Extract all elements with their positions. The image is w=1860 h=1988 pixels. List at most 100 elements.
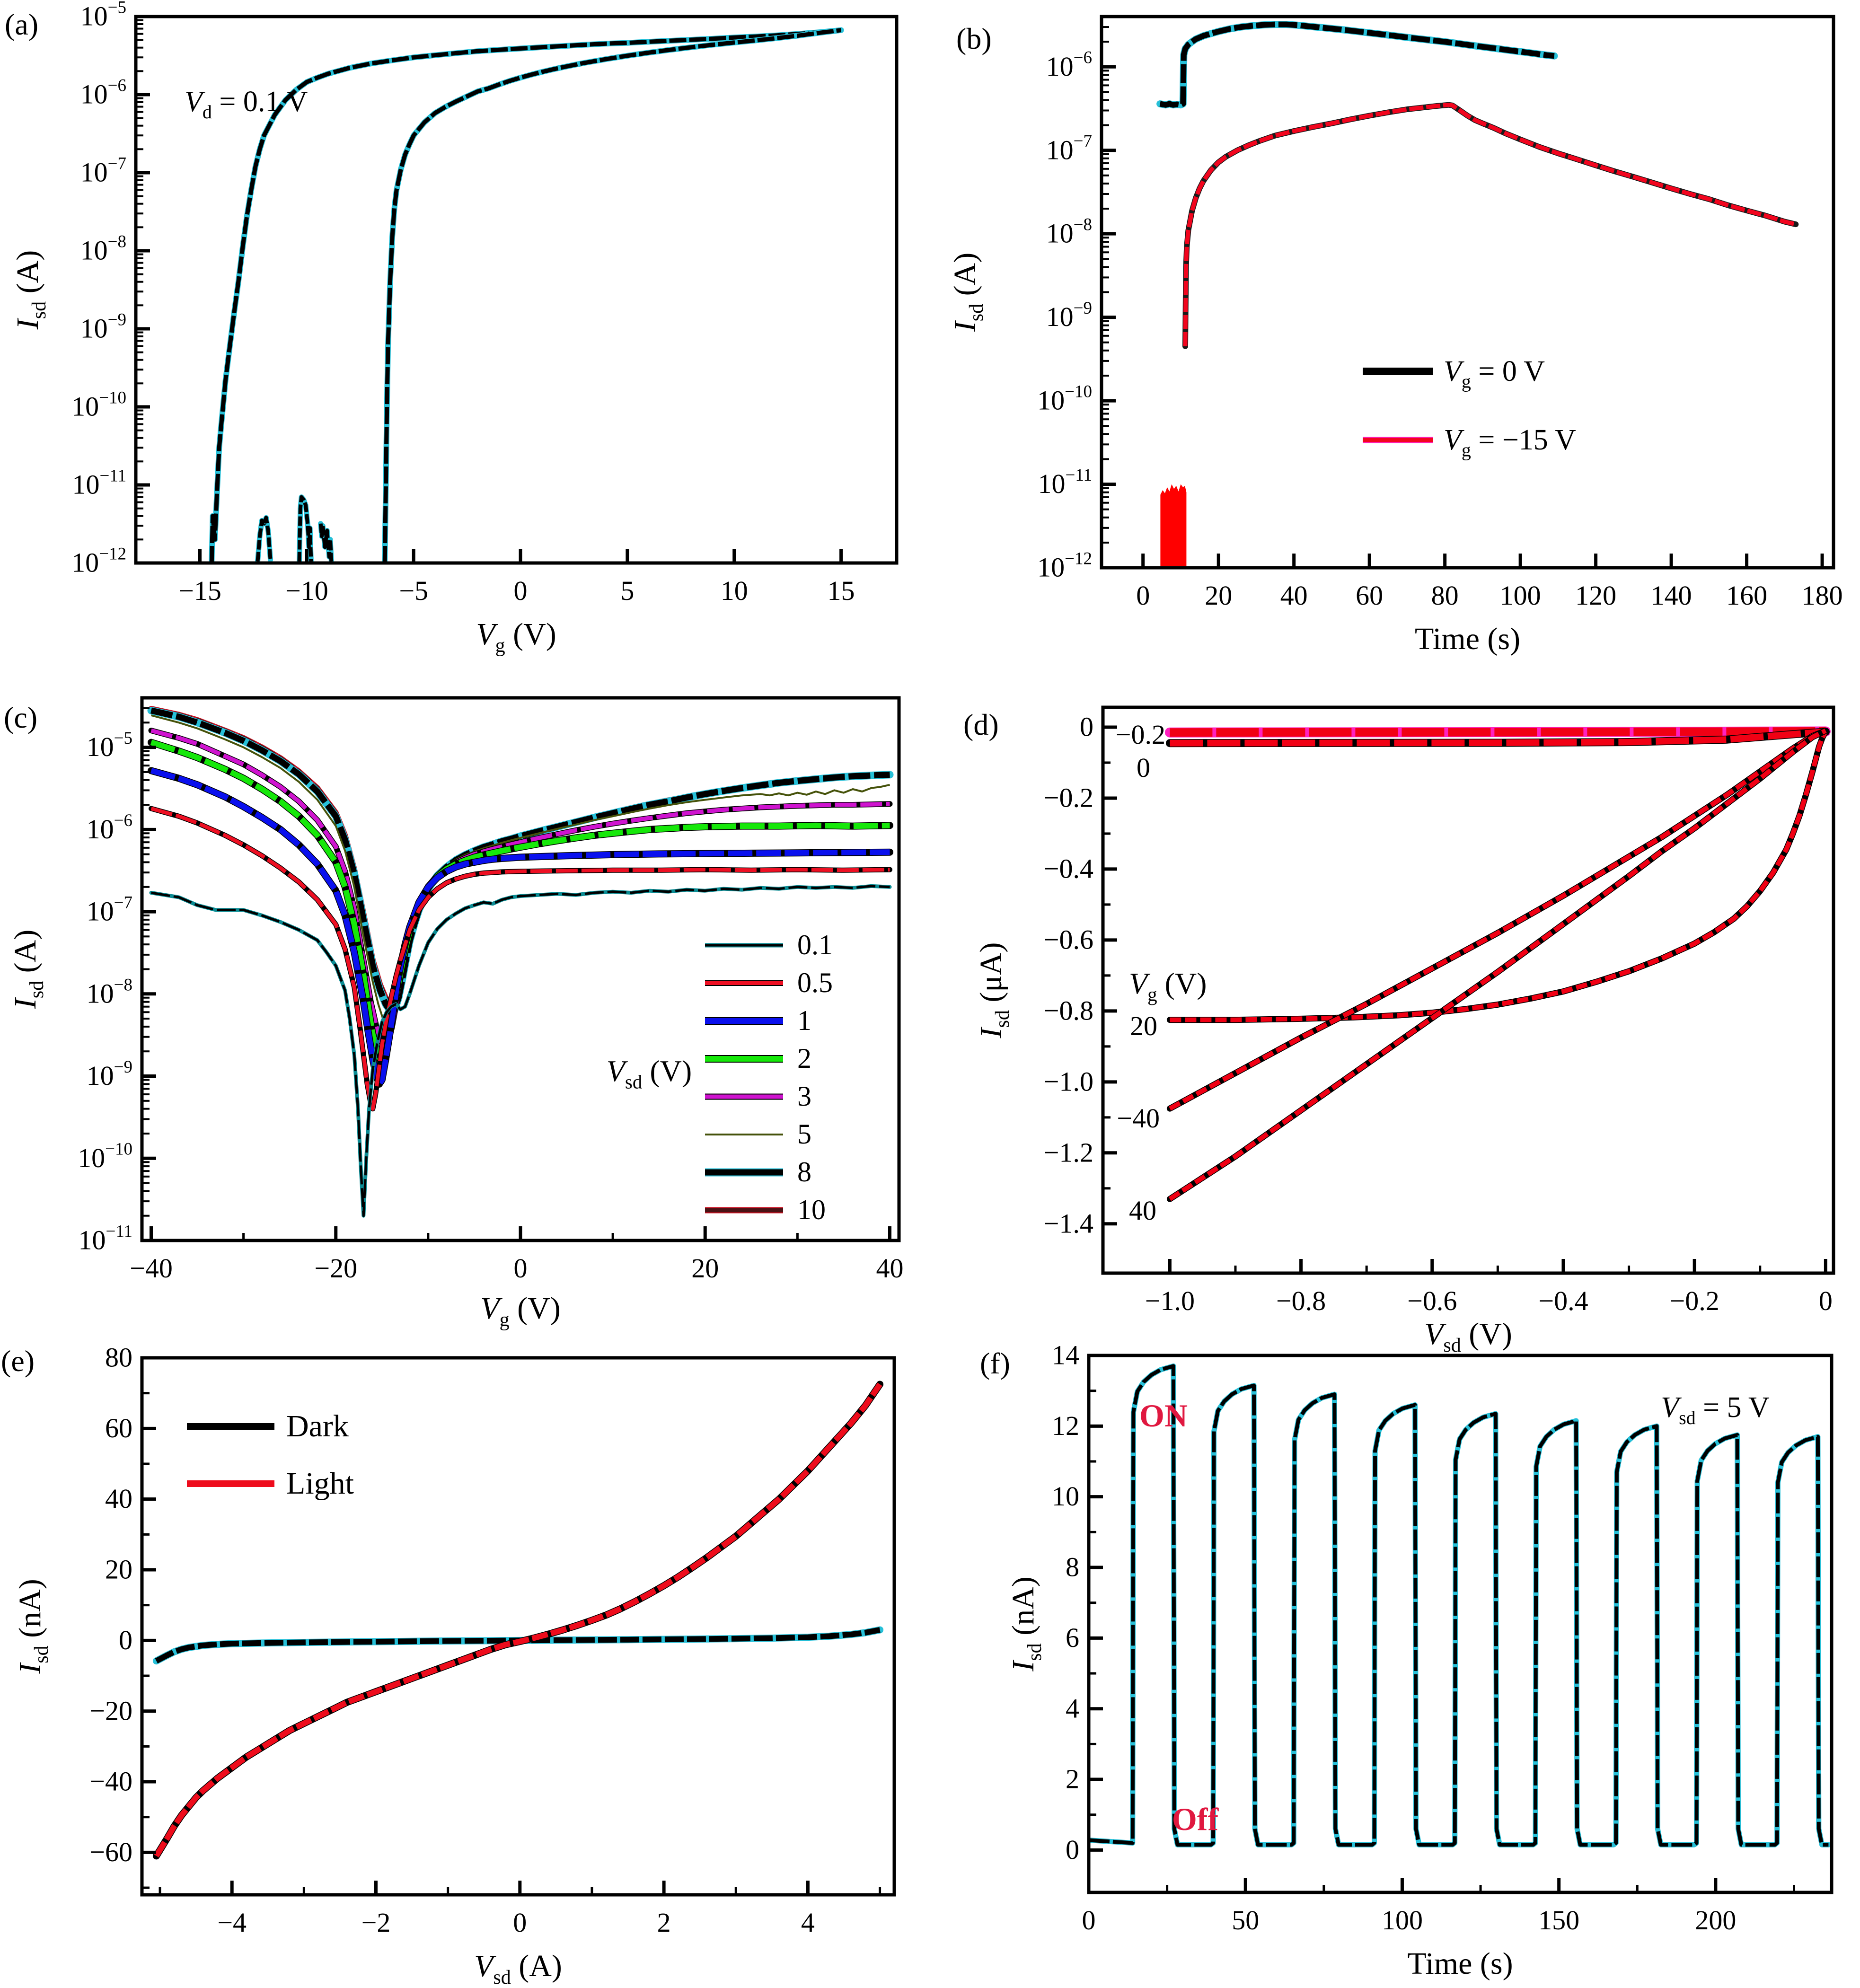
panel-c: (c) −40 −20 0 20 40 10−5 10−6 10−7 10−8 10−9 10−10… [0,662,930,1330]
svg-text:Vg (V): Vg (V) [476,617,556,657]
svg-text:10: 10 [721,575,748,606]
svg-text:0: 0 [1082,1905,1096,1935]
svg-text:Off: Off [1172,1801,1219,1837]
svg-text:−5: −5 [399,575,428,606]
svg-text:−40: −40 [130,1253,173,1284]
panel-label-f: (f) [980,1346,1010,1380]
svg-text:Time (s): Time (s) [1407,1946,1513,1981]
panel-d: (d) −1.0 −0.8 −0.6 −0.4 −0.2 0 0 −0.2 −0.4 −0.6 −0… [930,662,1860,1372]
panel-label-c: (c) [4,701,38,734]
svg-text:−0.2: −0.2 [1044,783,1093,813]
svg-text:−0.4: −0.4 [1538,1285,1588,1316]
svg-text:2: 2 [657,1907,671,1938]
svg-text:−1.0: −1.0 [1044,1066,1093,1097]
series-noise-2 [297,495,313,562]
svg-text:10−9: 10−9 [80,310,126,343]
svg-text:40: 40 [1129,1195,1156,1226]
svg-text:10−5: 10−5 [80,0,126,32]
svg-text:−0.6: −0.6 [1407,1285,1457,1316]
svg-text:Dark: Dark [286,1409,349,1443]
svg-text:Isd (nA): Isd (nA) [13,1579,53,1674]
series-vsd-3 [150,728,890,1050]
svg-text:Isd (A): Isd (A) [8,930,48,1009]
svg-text:80: 80 [1431,580,1459,611]
svg-text:−4: −4 [217,1907,247,1938]
svg-text:10: 10 [797,1194,826,1225]
svg-text:60: 60 [105,1413,132,1443]
svg-text:−40: −40 [1117,1103,1160,1134]
svg-text:40: 40 [105,1483,132,1514]
svg-text:Vsd (A): Vsd (A) [474,1949,562,1988]
svg-text:80: 80 [105,1342,132,1373]
panel-label-a: (a) [5,8,39,41]
svg-text:Vg = 0 V: Vg = 0 V [1444,355,1545,392]
svg-text:10−7: 10−7 [1046,132,1092,165]
svg-text:−15: −15 [178,575,221,606]
svg-text:Vg (V): Vg (V) [480,1291,560,1330]
series-dark [155,1627,881,1664]
svg-text:Isd (A): Isd (A) [948,253,987,332]
series-vg-40 [1168,729,1827,1201]
svg-text:150: 150 [1538,1905,1579,1935]
svg-text:6: 6 [1066,1622,1079,1653]
svg-text:0: 0 [1080,712,1093,742]
svg-text:10−8: 10−8 [87,975,132,1009]
svg-text:0: 0 [1136,580,1150,611]
svg-text:10−12: 10−12 [1037,549,1092,582]
panel-a: (a) −15 −10 −5 0 5 10 15 10−5 10−6 10−7 10−8 10−9 10… [0,0,930,662]
svg-text:Isd (A): Isd (A) [10,250,50,330]
panel-b: (b) 0 20 40 60 80 100 120 140 160 180 10−6 10−7 10−8… [930,0,1860,662]
panel-e: (e) −4 −2 0 2 4 80 60 40 20 0 −20 −40 −60 Vsd (A) Isd … [0,1325,930,1988]
series-forward-sweep [382,28,842,563]
svg-text:160: 160 [1726,580,1767,611]
svg-text:8: 8 [1066,1552,1079,1583]
series-noise-3 [318,523,334,562]
svg-text:200: 200 [1695,1905,1736,1935]
svg-text:40: 40 [1280,580,1308,611]
series-vsd-0.5 [150,807,890,1111]
svg-text:40: 40 [876,1253,903,1284]
svg-text:15: 15 [828,575,855,606]
svg-text:Isd (nA): Isd (nA) [1006,1576,1046,1671]
svg-text:Vsd = 5 V: Vsd = 5 V [1661,1391,1770,1428]
svg-text:−0.8: −0.8 [1044,995,1093,1026]
svg-text:4: 4 [801,1907,815,1938]
series-vsd-0.1 [151,885,890,1217]
panel-f: (f) 0 50 100 150 200 14 12 10 8 6 4 2 0 Time (s) Isd (… [930,1325,1860,1988]
series-reverse-sweep [209,28,842,563]
series-vsd-5 [150,714,890,1028]
svg-text:−0.2: −0.2 [1116,719,1165,750]
svg-text:140: 140 [1651,580,1692,611]
panel-label-d: (d) [963,708,999,741]
svg-text:20: 20 [105,1554,132,1585]
svg-text:0: 0 [514,1253,528,1284]
svg-text:10−7: 10−7 [87,893,132,927]
series-light [154,1382,882,1858]
svg-text:60: 60 [1356,580,1383,611]
panel-d-chart: −1.0 −0.8 −0.6 −0.4 −0.2 00−0.2−0.4−0.6−0.8−1… [974,705,1835,1356]
series-vg-0 [1170,728,1826,747]
svg-text:0: 0 [1137,752,1150,783]
svg-text:120: 120 [1575,580,1616,611]
svg-text:−1.0: −1.0 [1145,1285,1195,1316]
svg-text:10−5: 10−5 [87,729,132,762]
svg-text:2: 2 [1066,1764,1079,1794]
svg-text:4: 4 [1066,1693,1079,1724]
series-vg-m15V-noise [1160,484,1187,566]
svg-text:10−8: 10−8 [80,232,126,265]
svg-text:Isd (μA): Isd (μA) [974,942,1014,1039]
svg-text:−20: −20 [314,1253,357,1284]
svg-text:0: 0 [1819,1285,1833,1316]
svg-text:0: 0 [1066,1834,1079,1865]
svg-text:8: 8 [797,1156,811,1188]
svg-text:5: 5 [797,1118,811,1150]
svg-text:100: 100 [1382,1905,1423,1935]
svg-text:−0.6: −0.6 [1044,924,1093,955]
svg-text:−2: −2 [361,1907,391,1938]
svg-text:10−11: 10−11 [72,466,127,500]
svg-text:10−6: 10−6 [80,76,126,109]
svg-text:10−10: 10−10 [78,1140,132,1173]
series-vsd-2 [150,739,890,1064]
svg-text:0: 0 [514,575,528,606]
